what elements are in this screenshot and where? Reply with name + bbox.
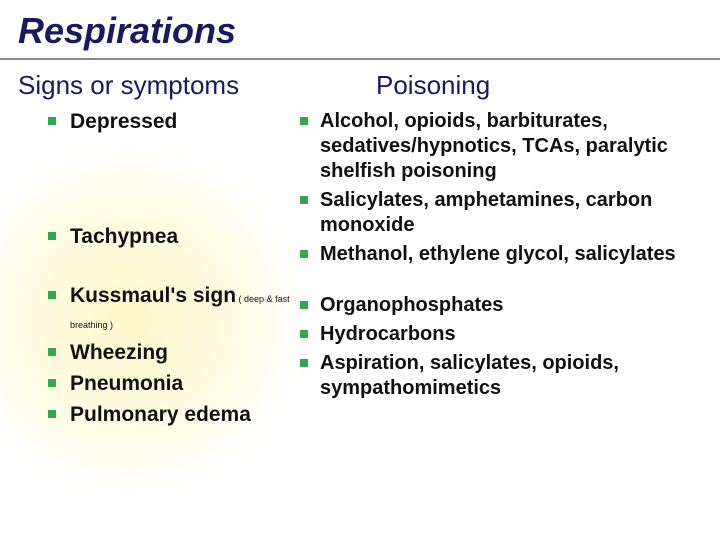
sign-label: Depressed [70, 109, 177, 134]
sign-label: Tachypnea [70, 224, 178, 249]
bullet-icon [300, 301, 308, 309]
bullet-icon [300, 117, 308, 125]
poisoning-label: Alcohol, opioids, barbiturates, sedative… [320, 109, 700, 184]
sign-label: Wheezing [70, 340, 168, 365]
list-item: Hydrocarbons [300, 322, 700, 347]
bullet-icon [300, 250, 308, 258]
bullet-icon [48, 232, 56, 240]
signs-column: Depressed Tachypnea Kussmaul's sign ( deep… [0, 109, 300, 433]
content-row: Depressed Tachypnea Kussmaul's sign ( deep… [0, 101, 720, 433]
bullet-icon [48, 291, 56, 299]
list-item: Alcohol, opioids, barbiturates, sedative… [300, 109, 700, 184]
bullet-icon [300, 330, 308, 338]
list-item: Organophosphates [300, 293, 700, 318]
bullet-icon [48, 348, 56, 356]
sign-label: Pulmonary edema [70, 402, 251, 427]
bullet-icon [48, 379, 56, 387]
list-item: Tachypnea [48, 224, 300, 249]
bullet-icon [48, 117, 56, 125]
list-item: Depressed [48, 109, 300, 134]
list-item: Kussmaul's sign ( deep & fast breathing … [48, 283, 300, 333]
list-item: Wheezing [48, 340, 300, 365]
bullet-icon [300, 359, 308, 367]
poisoning-label: Methanol, ethylene glycol, salicylates [320, 242, 676, 267]
subhead-right: Poisoning [340, 70, 490, 101]
bullet-icon [48, 410, 56, 418]
divider [0, 58, 720, 60]
poisoning-label: Aspiration, salicylates, opioids, sympat… [320, 351, 700, 401]
sign-label: Kussmaul's sign ( deep & fast breathing … [70, 283, 300, 333]
list-item: Methanol, ethylene glycol, salicylates [300, 242, 700, 267]
poisoning-label: Organophosphates [320, 293, 503, 318]
list-item: Aspiration, salicylates, opioids, sympat… [300, 351, 700, 401]
slide-title: Respirations [0, 0, 720, 52]
sign-label: Pneumonia [70, 371, 183, 396]
list-item: Pulmonary edema [48, 402, 300, 427]
poisoning-column: Alcohol, opioids, barbiturates, sedative… [300, 109, 700, 433]
subhead-left: Signs or symptoms [0, 70, 340, 101]
list-item: Salicylates, amphetamines, carbon monoxi… [300, 188, 700, 238]
poisoning-label: Hydrocarbons [320, 322, 456, 347]
subheadings-row: Signs or symptoms Poisoning [0, 70, 720, 101]
bullet-icon [300, 196, 308, 204]
list-item: Pneumonia [48, 371, 300, 396]
sign-sublabel: ( deep & fast breathing ) [70, 294, 290, 329]
poisoning-label: Salicylates, amphetamines, carbon monoxi… [320, 188, 700, 238]
